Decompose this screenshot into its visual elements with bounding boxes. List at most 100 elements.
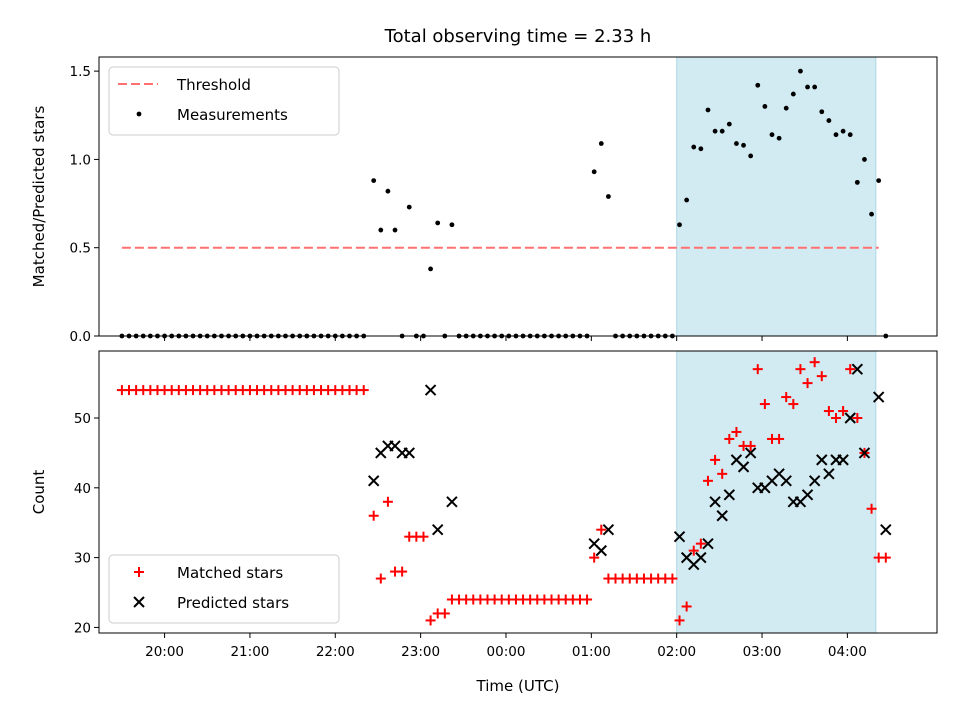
y-tick-label: 40 — [74, 481, 91, 497]
y-tick-label: 1.0 — [70, 152, 91, 168]
data-point — [368, 510, 379, 521]
data-point — [838, 406, 849, 417]
legend-label: Threshold — [176, 76, 251, 94]
data-point — [744, 447, 757, 459]
data-point — [858, 447, 871, 459]
data-point — [392, 227, 398, 233]
data-point — [375, 573, 386, 584]
data-point — [869, 211, 874, 217]
data-point — [819, 109, 825, 115]
data-point — [816, 454, 828, 466]
data-point — [431, 523, 444, 536]
top-panel: 0.0 0.5 1.0 1.5 Matched/Predicted stars Thres… — [30, 56, 938, 345]
bottom-panel: 20:00 21:00 22:00 23:00 00:00 01:00 02:00 03:00… — [30, 350, 938, 660]
chart-title: Total observing time = 2.33 h — [384, 26, 652, 47]
legend-marker — [134, 567, 144, 577]
data-point — [852, 413, 863, 424]
data-point — [596, 524, 607, 535]
data-point — [378, 227, 384, 233]
x-tick-label: 21:00 — [230, 644, 269, 660]
x-tick-label: 02:00 — [657, 644, 696, 660]
y-tick-label: 50 — [74, 411, 91, 427]
data-point — [695, 551, 707, 564]
data-point — [684, 197, 690, 203]
data-point — [723, 489, 736, 501]
data-point — [428, 266, 433, 272]
y-tick-label: 20 — [74, 620, 91, 636]
data-point — [734, 141, 739, 146]
bottom-axes-frame — [98, 350, 938, 634]
data-point — [872, 391, 885, 403]
legend-box — [108, 66, 340, 136]
data-point — [435, 220, 441, 226]
data-point — [748, 153, 754, 159]
data-point — [788, 399, 799, 410]
legend-label: Predicted stars — [177, 594, 289, 612]
data-point — [776, 135, 782, 141]
data-point — [702, 537, 714, 550]
y-tick-label: 0.5 — [70, 241, 91, 257]
legend-marker — [133, 596, 145, 608]
data-point — [582, 594, 593, 605]
data-point — [418, 531, 429, 542]
data-point — [826, 118, 832, 123]
legend-box — [108, 554, 340, 624]
data-point — [719, 128, 725, 134]
data-point — [845, 364, 856, 375]
data-point — [851, 363, 864, 375]
x-tick-label: 20:00 — [145, 644, 184, 660]
data-point — [741, 142, 746, 148]
data-point — [880, 552, 891, 563]
data-point — [808, 475, 821, 487]
data-point — [752, 364, 763, 375]
x-tick-label: 04:00 — [828, 644, 867, 660]
top-shaded-region — [676, 56, 877, 337]
data-point — [876, 178, 882, 184]
data-point — [605, 194, 611, 199]
data-point — [854, 179, 860, 185]
data-point — [439, 608, 450, 619]
data-point — [731, 426, 742, 437]
data-point — [397, 566, 408, 577]
data-point — [705, 107, 711, 113]
x-tick-label: 22:00 — [316, 644, 355, 660]
data-point — [759, 399, 770, 410]
data-point — [783, 105, 789, 111]
data-point — [712, 128, 718, 134]
data-point — [710, 454, 721, 465]
data-point — [691, 144, 697, 150]
data-point — [774, 433, 785, 444]
data-point — [602, 523, 615, 536]
bottom-legend: Matched stars Predicted stars — [108, 554, 340, 624]
data-point — [673, 530, 686, 543]
data-point — [762, 104, 768, 109]
data-point — [403, 447, 415, 459]
data-point — [769, 132, 775, 138]
data-point — [446, 496, 458, 508]
data-point — [724, 433, 735, 444]
legend-label: Measurements — [177, 106, 288, 124]
data-point — [795, 364, 806, 375]
data-point — [801, 489, 814, 501]
data-point — [809, 357, 820, 368]
data-point — [812, 84, 818, 90]
data-point — [816, 371, 827, 382]
data-point — [425, 615, 436, 626]
data-point — [688, 545, 699, 556]
x-tick-label: 00:00 — [487, 644, 526, 660]
data-point — [847, 132, 853, 138]
data-point — [598, 141, 604, 146]
data-point — [844, 412, 856, 424]
data-point — [798, 68, 803, 74]
data-point — [371, 178, 377, 184]
data-point — [681, 601, 692, 612]
legend-marker — [136, 111, 142, 117]
data-point — [709, 496, 721, 508]
data-point — [367, 475, 380, 487]
data-point — [837, 454, 849, 466]
bottom-y-axis-label: Count — [30, 470, 48, 515]
data-point — [449, 222, 455, 228]
x-tick-label: 03:00 — [743, 644, 782, 660]
data-point — [677, 222, 682, 228]
data-point — [781, 392, 792, 403]
